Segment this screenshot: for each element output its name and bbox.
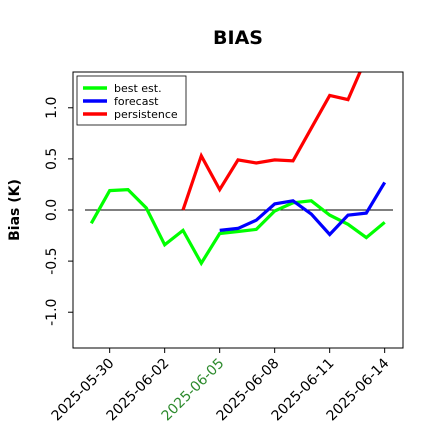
legend-label: persistence xyxy=(114,108,178,121)
x-axis: 2025-05-302025-06-022025-06-052025-06-08… xyxy=(49,348,393,424)
legend-label: best est. xyxy=(114,82,162,95)
chart-title: BIAS xyxy=(213,27,263,49)
legend-label: forecast xyxy=(114,95,159,108)
y-tick-label: -0.5 xyxy=(44,247,60,274)
series-line-persistence xyxy=(183,58,366,210)
series-line-forecast xyxy=(220,182,385,234)
y-tick-label: 1.0 xyxy=(44,97,60,119)
series-line-best-est xyxy=(91,190,384,264)
y-axis-label: Bias (K) xyxy=(7,179,23,241)
y-axis: -1.0 -0.5 0.0 0.5 1.0 xyxy=(44,97,73,326)
y-tick-label: 0.5 xyxy=(44,148,60,170)
y-tick-label: -1.0 xyxy=(44,299,60,326)
y-tick-label: 0.0 xyxy=(44,199,60,221)
